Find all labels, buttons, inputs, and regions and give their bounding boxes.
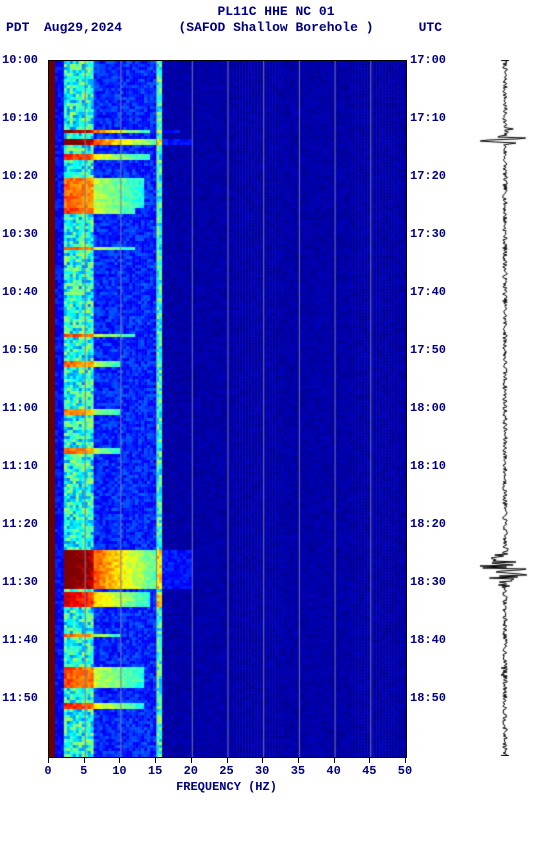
left-tick: 10:10 — [2, 111, 38, 125]
right-tick: 17:00 — [410, 53, 446, 67]
left-tick: 10:00 — [2, 53, 38, 67]
x-tick-label: 20 — [184, 764, 198, 778]
x-tick-label: 45 — [362, 764, 376, 778]
left-tick: 11:40 — [2, 633, 38, 647]
right-tick: 17:50 — [410, 343, 446, 357]
x-tick-label: 25 — [219, 764, 233, 778]
x-tick-label: 35 — [291, 764, 305, 778]
x-tick-mark — [48, 758, 49, 763]
x-tick-mark — [119, 758, 120, 763]
right-time-axis: 17:0017:1017:2017:3017:4017:5018:0018:10… — [410, 60, 460, 756]
left-tick: 11:30 — [2, 575, 38, 589]
x-tick-mark — [334, 758, 335, 763]
right-tick: 18:30 — [410, 575, 446, 589]
x-tick-mark — [155, 758, 156, 763]
x-tick-label: 40 — [326, 764, 340, 778]
x-tick-mark — [405, 758, 406, 763]
x-tick-label: 30 — [255, 764, 269, 778]
left-tick: 10:50 — [2, 343, 38, 357]
seismogram-canvas — [475, 60, 535, 756]
x-tick-label: 0 — [44, 764, 51, 778]
tz-right-label: UTC — [419, 20, 442, 35]
x-tick-label: 5 — [80, 764, 87, 778]
right-tick: 18:00 — [410, 401, 446, 415]
left-tick: 11:50 — [2, 691, 38, 705]
right-tick: 17:10 — [410, 111, 446, 125]
x-tick-mark — [227, 758, 228, 763]
left-tick: 10:20 — [2, 169, 38, 183]
x-tick-label: 10 — [112, 764, 126, 778]
left-tick: 10:30 — [2, 227, 38, 241]
x-tick-mark — [298, 758, 299, 763]
left-tick: 11:10 — [2, 459, 38, 473]
left-tick: 10:40 — [2, 285, 38, 299]
left-time-axis: 10:0010:1010:2010:3010:4010:5011:0011:10… — [0, 60, 46, 756]
left-tick: 11:00 — [2, 401, 38, 415]
right-tick: 18:50 — [410, 691, 446, 705]
frequency-axis-label: FREQUENCY (HZ) — [48, 780, 405, 794]
spectrogram-plot — [48, 60, 407, 758]
right-tick: 18:10 — [410, 459, 446, 473]
x-tick-mark — [369, 758, 370, 763]
right-tick: 18:40 — [410, 633, 446, 647]
frequency-axis: FREQUENCY (HZ) 05101520253035404550 — [48, 758, 405, 798]
right-tick: 17:30 — [410, 227, 446, 241]
page: PL11C HHE NC 01 PDT Aug29,2024 (SAFOD Sh… — [0, 0, 552, 864]
title-line-1: PL11C HHE NC 01 — [0, 4, 552, 19]
right-tick: 18:20 — [410, 517, 446, 531]
x-tick-label: 50 — [398, 764, 412, 778]
x-tick-mark — [84, 758, 85, 763]
x-tick-mark — [262, 758, 263, 763]
right-tick: 17:20 — [410, 169, 446, 183]
spectrogram-canvas — [49, 61, 406, 757]
title-line-2: (SAFOD Shallow Borehole ) — [0, 20, 552, 35]
seismogram-trace — [475, 60, 535, 756]
left-tick: 11:20 — [2, 517, 38, 531]
right-tick: 17:40 — [410, 285, 446, 299]
x-tick-label: 15 — [148, 764, 162, 778]
x-tick-mark — [191, 758, 192, 763]
